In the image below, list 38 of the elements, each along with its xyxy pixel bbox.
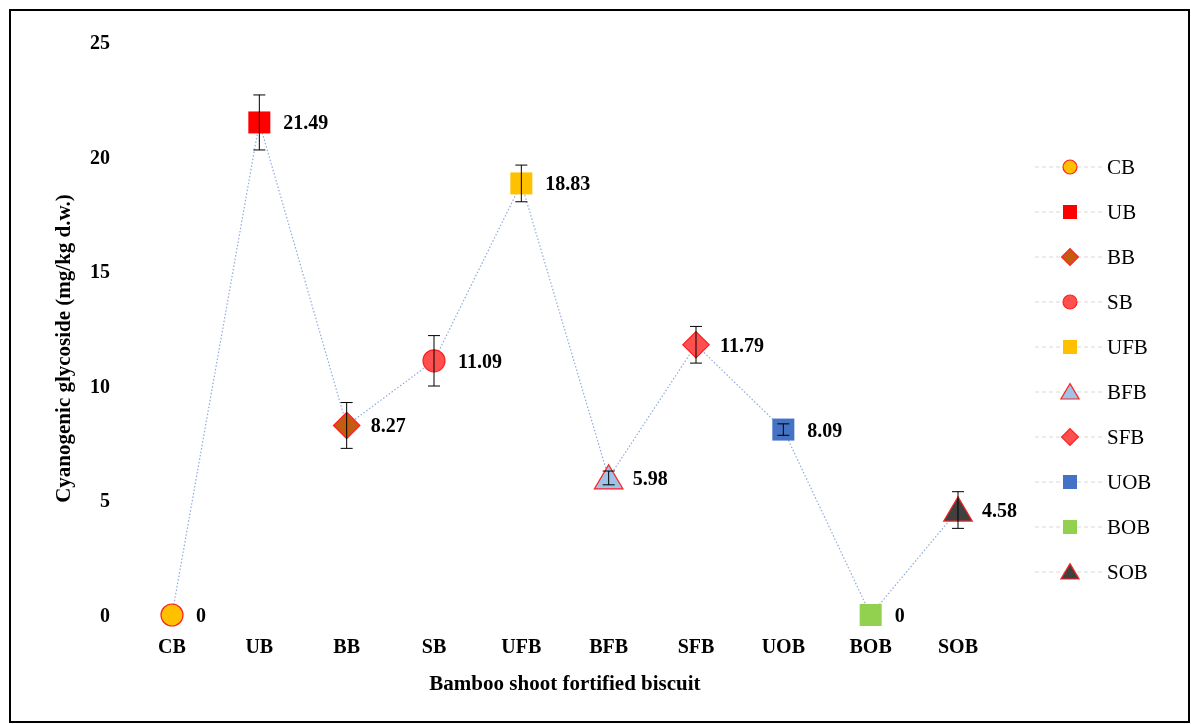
- x-tick-label: BB: [333, 635, 361, 657]
- y-tick-label: 20: [90, 145, 110, 168]
- data-label: 11.09: [458, 349, 502, 372]
- x-axis-title: Bamboo shoot fortified biscuit: [429, 671, 701, 695]
- x-tick-label: SOB: [937, 635, 979, 657]
- data-label: 0: [894, 604, 905, 626]
- y-tick-label: 5: [100, 489, 110, 512]
- x-tick-label: UB: [245, 635, 274, 657]
- data-label: 5.98: [632, 466, 668, 489]
- legend-label: SOB: [1107, 560, 1148, 584]
- data-label: 4.58: [982, 499, 1017, 522]
- legend-label: UB: [1107, 200, 1137, 224]
- x-tick-label: UFB: [501, 635, 542, 657]
- data-label: 18.83: [545, 172, 591, 195]
- x-tick-label: SFB: [677, 635, 715, 657]
- legend-label: SB: [1107, 290, 1133, 314]
- legend-label: UOB: [1107, 470, 1152, 494]
- y-tick-label: 0: [100, 604, 110, 626]
- legend-label: BFB: [1107, 380, 1147, 404]
- y-tick-label: 15: [90, 260, 110, 283]
- data-label: 11.79: [720, 333, 764, 356]
- x-tick-label: UOB: [761, 635, 806, 657]
- x-tick-label: BFB: [589, 635, 629, 657]
- legend-label: SFB: [1107, 425, 1145, 449]
- data-label: 8.09: [807, 418, 843, 441]
- y-axis-title: Cyanogenic glycoside (mg/kg d.w.): [51, 194, 75, 503]
- legend-label: CB: [1107, 155, 1136, 179]
- x-tick-label: SB: [421, 635, 447, 657]
- legend-label: BOB: [1107, 515, 1151, 539]
- x-tick-label: BOB: [849, 635, 892, 657]
- data-label: 0: [196, 604, 206, 626]
- legend-label: BB: [1107, 245, 1136, 269]
- legend-label: UFB: [1107, 335, 1148, 359]
- y-tick-label: 10: [90, 374, 110, 397]
- data-label: 21.49: [283, 111, 329, 134]
- data-label: 8.27: [370, 414, 406, 437]
- x-tick-label: CB: [158, 635, 186, 657]
- y-tick-label: 25: [90, 31, 110, 53]
